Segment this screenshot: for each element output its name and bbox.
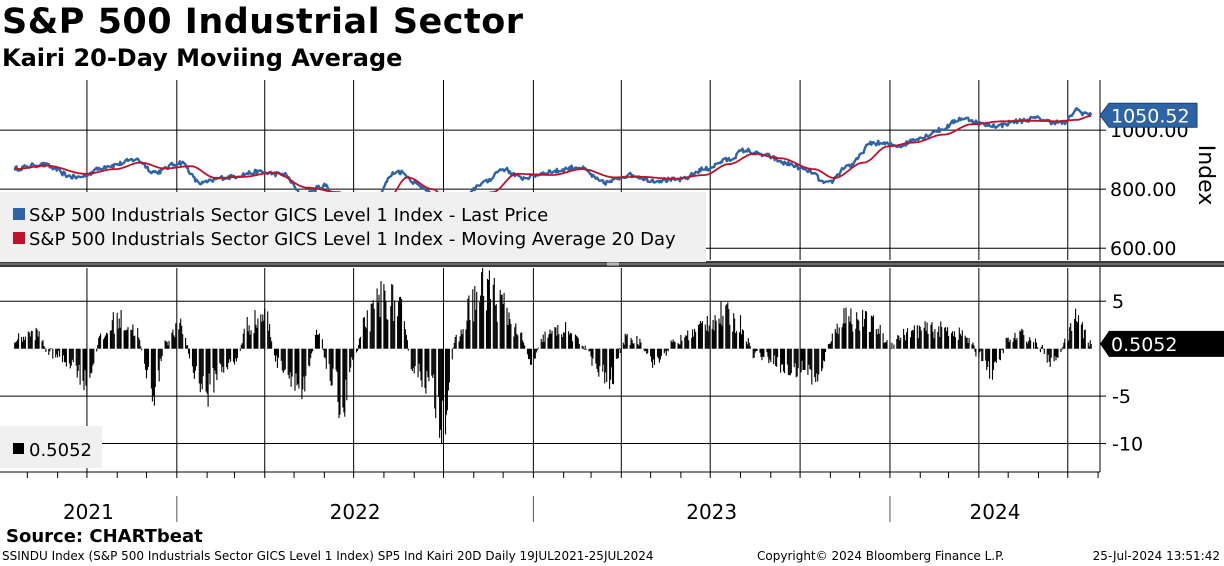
x-year-label: 2021 (63, 500, 114, 524)
footer-copyright: Copyright© 2024 Bloomberg Finance L.P. (757, 549, 1005, 563)
kairi-bars (14, 267, 1092, 443)
legend-entry-kairi: 0.5052 (29, 440, 92, 461)
kairi-last-value-tag (1100, 330, 1224, 357)
legend-entry-price: S&P 500 Industrials Sector GICS Level 1 … (29, 205, 548, 226)
x-year-label: 2024 (970, 500, 1021, 524)
footer-timestamp: 25-Jul-2024 13:51:42 (1092, 549, 1220, 563)
footer-description: SSINDU Index (S&P 500 Industrials Sector… (2, 549, 654, 563)
price-last-value-tag (1099, 102, 1198, 128)
moving-average-line (14, 115, 1092, 211)
legend-swatch-kairi (13, 443, 24, 454)
bottom-ytick-label: -10 (1112, 434, 1143, 456)
last-price-line (13, 107, 1093, 217)
legend-swatch-price (13, 208, 25, 220)
bottom-ytick-label: -5 (1112, 386, 1131, 408)
bottom-ytick-label: 5 (1112, 291, 1124, 313)
top-legend-box (0, 192, 706, 262)
top-ytick-label: 800.00 (1110, 179, 1176, 201)
chart-title: S&P 500 Industrial Sector (2, 2, 524, 42)
source-label: Source: CHARTbeat (6, 526, 203, 547)
y-axis-title: Index (1193, 145, 1218, 206)
top-ytick-label: 600.00 (1110, 238, 1176, 260)
x-year-label: 2022 (330, 500, 381, 524)
price-last-value-label: 1050.52 (1111, 105, 1190, 127)
legend-entry-moving-average: S&P 500 Industrials Sector GICS Level 1 … (29, 229, 676, 250)
chart-subtitle: Kairi 20-Day Moviing Average (2, 44, 403, 72)
legend-swatch-moving-average (13, 232, 25, 244)
kairi-last-value-label: 0.5052 (1111, 334, 1177, 356)
x-year-label: 2023 (686, 500, 737, 524)
